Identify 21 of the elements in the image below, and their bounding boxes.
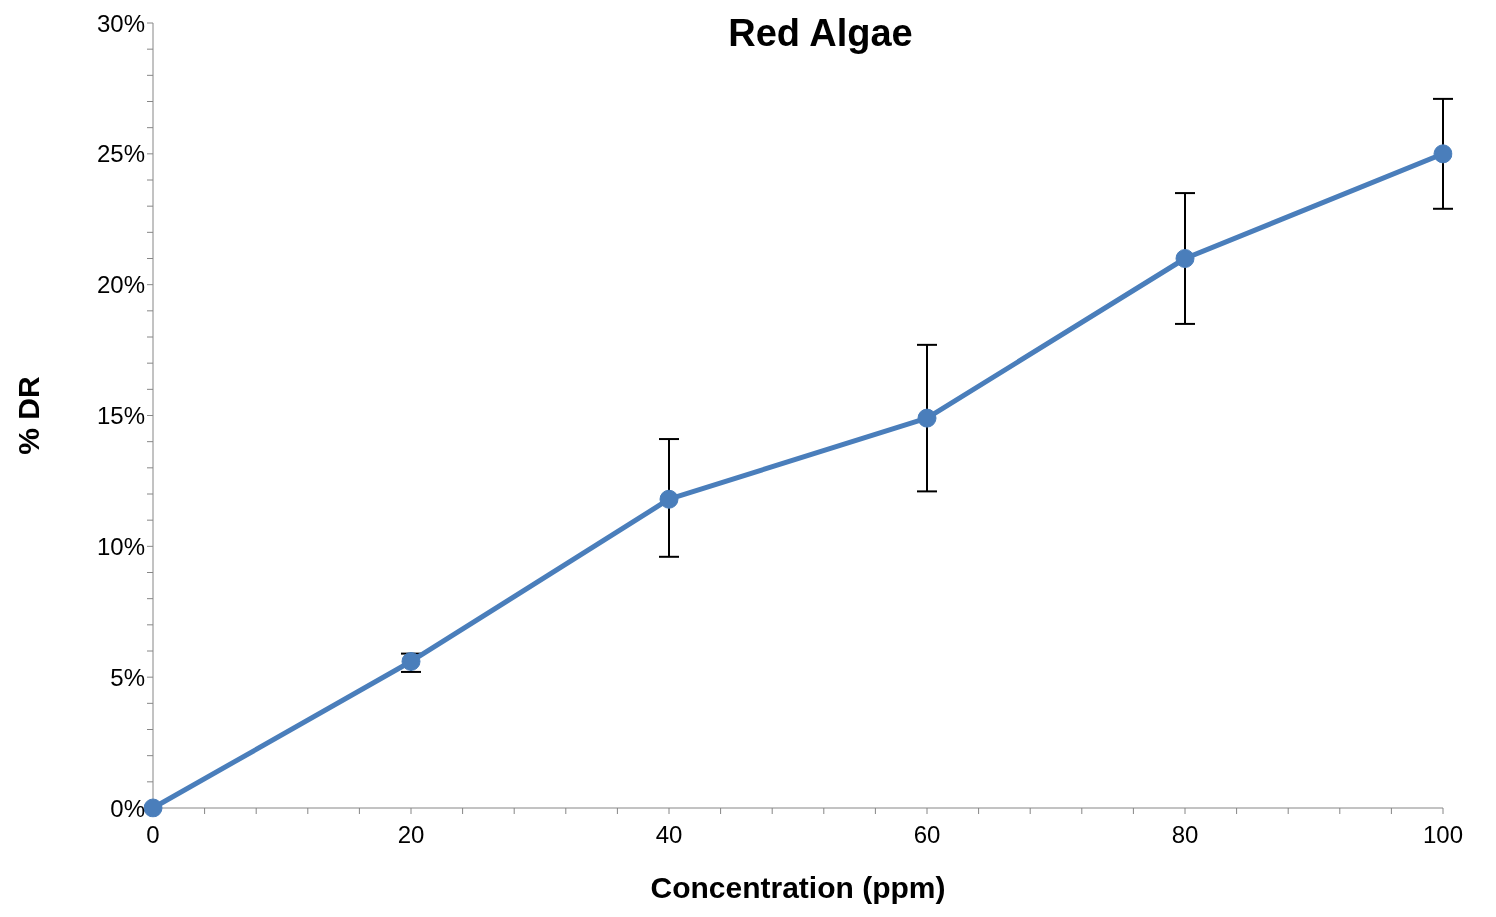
- y-tick-label: 10%: [96, 532, 145, 560]
- y-tick-label: 30%: [96, 9, 145, 37]
- x-tick-label: 100: [1422, 821, 1464, 849]
- x-tick-label: 60: [913, 821, 941, 849]
- x-tick-label: 40: [655, 821, 683, 849]
- x-tick-label: 20: [397, 821, 425, 849]
- y-tick-label: 15%: [96, 402, 145, 430]
- chart-title: Red Algae: [727, 12, 914, 55]
- x-axis-title: Concentration (ppm): [650, 871, 946, 904]
- point: [917, 408, 937, 428]
- point: [659, 489, 679, 509]
- x-tick-label: 80: [1171, 821, 1199, 849]
- y-tick-label: 0%: [110, 794, 145, 822]
- x-tick-label: 0: [146, 821, 160, 849]
- point: [143, 798, 163, 818]
- point: [1175, 249, 1195, 268]
- y-axis-title: % DR: [11, 376, 45, 455]
- point: [1433, 144, 1453, 164]
- y-tick-label: 20%: [96, 271, 145, 299]
- y-tick-label: 5%: [110, 663, 145, 691]
- y-tick-label: 25%: [96, 140, 145, 168]
